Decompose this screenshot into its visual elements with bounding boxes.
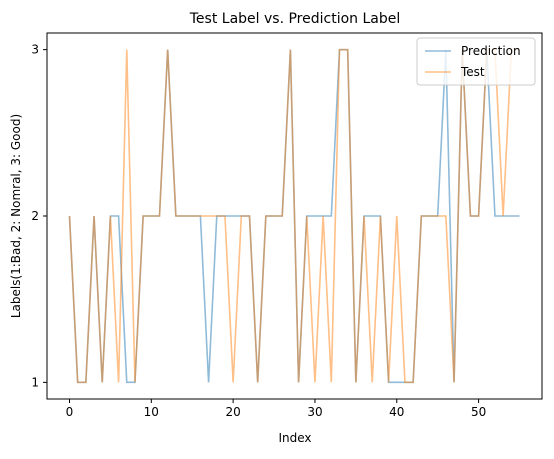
- x-tick-label: 50: [471, 405, 486, 419]
- legend: Prediction Test: [417, 38, 535, 85]
- y-axis-ticks: 1 2 3: [31, 43, 47, 390]
- x-tick-label: 30: [307, 405, 322, 419]
- y-tick-label: 1: [31, 375, 39, 389]
- x-tick-label: 10: [144, 405, 159, 419]
- y-tick-label: 2: [31, 209, 39, 223]
- x-tick-label: 20: [225, 405, 240, 419]
- x-axis-ticks: 0 10 20 30 40 50: [66, 399, 487, 419]
- x-axis-label: Index: [278, 431, 311, 445]
- x-tick-label: 0: [66, 405, 74, 419]
- x-tick-label: 40: [389, 405, 404, 419]
- y-tick-label: 3: [31, 43, 39, 57]
- y-axis-label: Labels(1:Bad, 2: Nomral, 3: Good): [9, 114, 23, 318]
- legend-label: Test: [460, 65, 485, 79]
- legend-label: Prediction: [461, 44, 521, 58]
- chart-title: Test Label vs. Prediction Label: [189, 11, 401, 27]
